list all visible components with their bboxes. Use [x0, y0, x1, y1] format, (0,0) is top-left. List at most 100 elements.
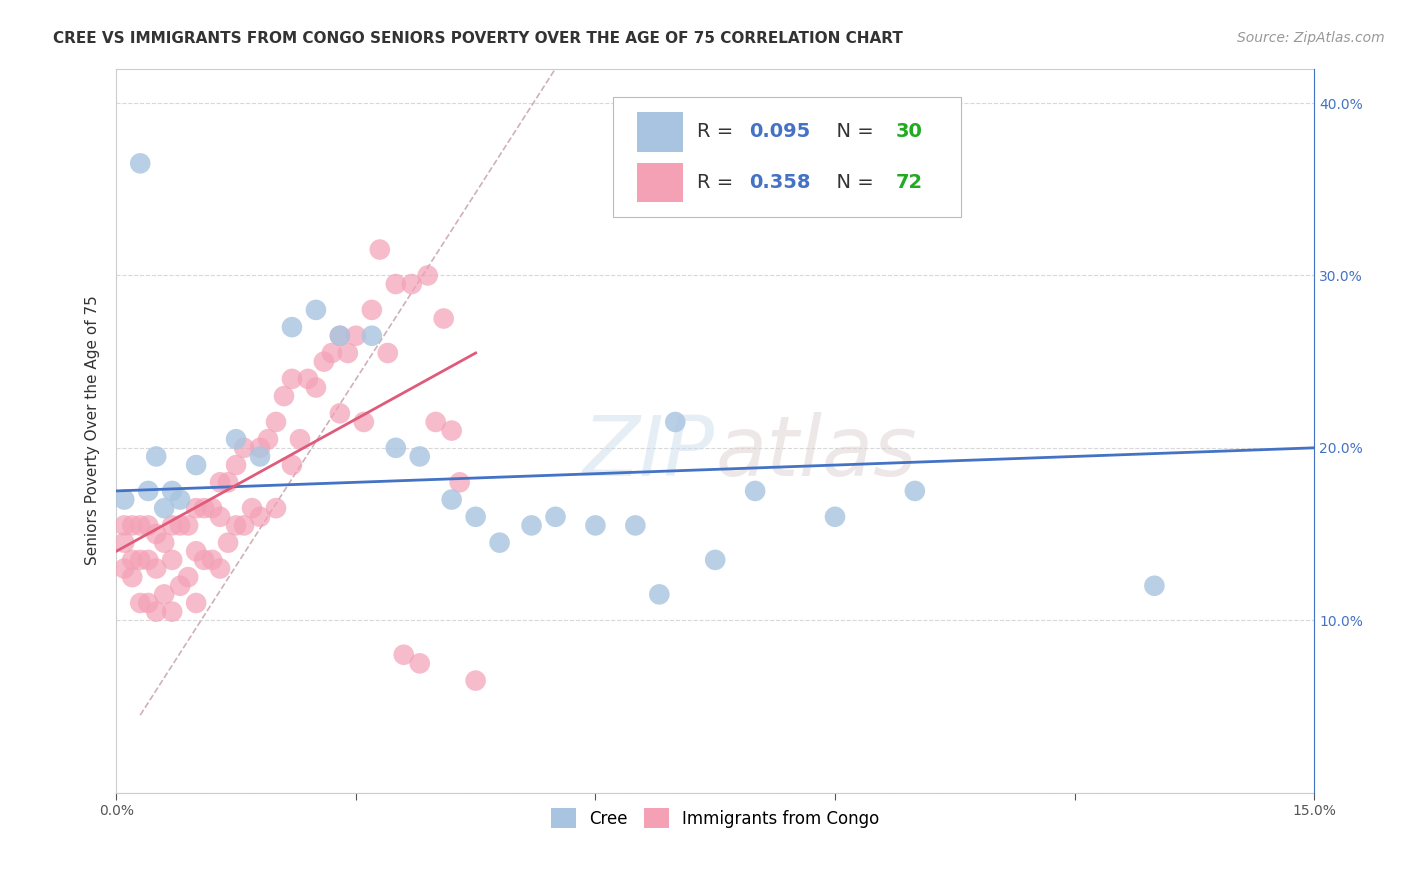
Point [416, 268, 439, 283]
Point [288, 432, 311, 446]
Point [583, 518, 606, 533]
Point [264, 501, 287, 516]
Point [160, 483, 183, 498]
Text: R =: R = [697, 173, 740, 192]
Point [368, 243, 391, 257]
Point [440, 424, 463, 438]
Point [409, 657, 432, 671]
Point [160, 518, 183, 533]
Point [201, 553, 224, 567]
Point [384, 277, 406, 291]
Point [145, 527, 167, 541]
Point [169, 579, 191, 593]
Text: ZIP: ZIP [583, 412, 716, 492]
Point [281, 320, 304, 334]
Text: N =: N = [824, 122, 880, 141]
Point [464, 673, 486, 688]
Point [440, 492, 463, 507]
Point [704, 553, 727, 567]
Point [329, 328, 352, 343]
Point [520, 518, 543, 533]
Point [329, 328, 352, 343]
Text: atlas: atlas [716, 412, 917, 492]
Point [112, 518, 135, 533]
Point [344, 328, 367, 343]
Point [209, 475, 232, 490]
Point [377, 346, 399, 360]
Point [425, 415, 447, 429]
Point [184, 501, 207, 516]
Point [305, 380, 328, 394]
Point [321, 346, 343, 360]
Y-axis label: Seniors Poverty Over the Age of 75: Seniors Poverty Over the Age of 75 [86, 296, 100, 566]
Point [624, 518, 647, 533]
Text: Source: ZipAtlas.com: Source: ZipAtlas.com [1237, 31, 1385, 45]
Legend: Cree, Immigrants from Congo: Cree, Immigrants from Congo [544, 801, 886, 835]
Point [193, 501, 215, 516]
Point [305, 302, 328, 317]
Point [225, 518, 247, 533]
FancyBboxPatch shape [637, 112, 683, 152]
Point [121, 553, 143, 567]
Point [433, 311, 456, 326]
Point [401, 277, 423, 291]
FancyBboxPatch shape [637, 162, 683, 202]
Point [121, 518, 143, 533]
Point [217, 475, 239, 490]
Text: 0.358: 0.358 [749, 173, 810, 192]
Point [249, 450, 271, 464]
Text: N =: N = [824, 173, 880, 192]
Point [409, 450, 432, 464]
Point [249, 441, 271, 455]
Point [169, 492, 191, 507]
Text: 0.095: 0.095 [749, 122, 810, 141]
Point [112, 561, 135, 575]
Point [177, 518, 200, 533]
Point [129, 518, 152, 533]
Text: 72: 72 [896, 173, 924, 192]
Point [824, 509, 846, 524]
Point [184, 544, 207, 558]
Point [193, 553, 215, 567]
Point [904, 483, 927, 498]
Point [129, 596, 152, 610]
Point [201, 501, 224, 516]
Point [360, 302, 382, 317]
Point [121, 570, 143, 584]
Point [145, 561, 167, 575]
Point [225, 458, 247, 472]
Point [160, 605, 183, 619]
Point [449, 475, 471, 490]
Point [384, 441, 406, 455]
Point [184, 458, 207, 472]
Point [136, 483, 159, 498]
Point [136, 518, 159, 533]
Point [233, 518, 256, 533]
Point [160, 553, 183, 567]
Point [225, 432, 247, 446]
Point [136, 553, 159, 567]
Point [112, 492, 135, 507]
Point [353, 415, 375, 429]
Point [1143, 579, 1166, 593]
Point [249, 509, 271, 524]
Point [281, 372, 304, 386]
Point [169, 518, 191, 533]
Point [209, 509, 232, 524]
Point [464, 509, 486, 524]
Point [136, 596, 159, 610]
Point [360, 328, 382, 343]
Point [544, 509, 567, 524]
Text: CREE VS IMMIGRANTS FROM CONGO SENIORS POVERTY OVER THE AGE OF 75 CORRELATION CHA: CREE VS IMMIGRANTS FROM CONGO SENIORS PO… [53, 31, 903, 46]
Point [184, 596, 207, 610]
Point [129, 553, 152, 567]
Point [281, 458, 304, 472]
Point [273, 389, 295, 403]
Point [648, 587, 671, 601]
Point [488, 535, 510, 549]
Point [744, 483, 766, 498]
Point [153, 501, 176, 516]
Point [392, 648, 415, 662]
Point [153, 535, 176, 549]
Point [297, 372, 319, 386]
